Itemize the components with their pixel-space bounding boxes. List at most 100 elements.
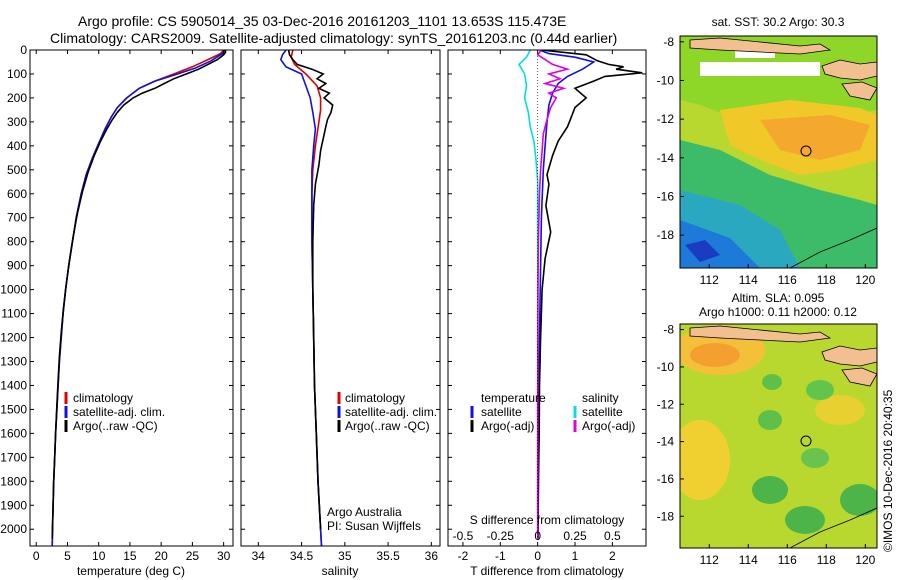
difference-series [517,50,643,546]
y-tick-label: 1000 [0,283,27,297]
map-lat-tick-label: -8 [663,323,674,337]
legend-argo-label: Argo(..raw -QC) [73,419,158,433]
y-tick-label: 0 [20,43,27,57]
sla-high-west [680,420,730,500]
map-lon-tick-label: 120 [855,273,875,287]
x-tick-label: 2 [609,549,616,563]
legend-climatology-label: climatology [73,391,133,405]
x-tick-label: 0 [534,549,541,563]
sst-island-sumbawa [821,59,877,81]
series-line-t-argo-adj- [537,50,643,539]
y-tick-label: 1400 [0,378,27,392]
x-tick-label: 0 [33,549,40,563]
y-tick-label: 800 [7,235,27,249]
legend-climatology-label: climatology [345,391,405,405]
x-tick-label: 1 [572,549,579,563]
sst-map: sat. SST: 30.2 Argo: 30.3 112 114 116 118 12… [657,15,878,287]
sst-island-java [689,37,832,55]
salinity-legend: climatology satellite-adj. clim. Argo(..… [337,391,437,433]
sla-low-cell [801,448,829,468]
sla-argo-location-marker [800,435,812,447]
temperature-series [51,50,227,546]
y-tick-label: 100 [7,67,27,81]
sla-map-axes: 112 114 116 118 120 -8 -10 -12 -14 -16 -18 [657,323,876,567]
sla-low-cell [840,484,877,516]
y-tick-label: 900 [7,259,27,273]
series-line-t-satellite [537,50,596,539]
sla-low-cell [762,374,782,390]
y-tick-label: 2000 [0,522,27,536]
difference-xlabel-bottom: T difference from climatology [470,564,624,578]
series-line-argo-raw-qc- [51,50,227,539]
sla-low-cell [806,380,834,400]
sla-australia-coast [789,507,877,548]
series-line-s-argo-adj- [536,50,571,539]
institution-label: Argo Australia [327,505,402,519]
x-top-tick-label: 0.25 [563,529,587,543]
legend-s-satellite-label: satellite [582,405,623,419]
x-tick-label: 25 [186,549,200,563]
map-lat-tick-label: -16 [657,472,675,486]
x-tick-label: 30 [217,549,231,563]
sst-argo-location-marker [800,145,812,157]
temperature-legend: climatology satellite-adj. clim. Argo(..… [64,391,165,433]
map-lon-tick-label: 118 [817,273,836,287]
sla-island-sumba [841,367,877,387]
sst-map-title: sat. SST: 30.2 Argo: 30.3 [712,15,845,29]
sla-island-sumbawa [821,345,877,367]
x-tick-label: 5 [64,549,71,563]
pi-label: PI: Susan Wijffels [327,519,421,533]
sst-hot-patch [760,115,870,160]
temperature-axes: 0 5 10 15 20 25 300100200300400500600700800900… [0,43,233,563]
map-lat-tick-label: -16 [657,189,675,203]
map-lat-tick-label: -8 [663,35,674,49]
y-tick-label: 1600 [0,426,27,440]
salinity-xlabel: salinity [322,564,359,578]
sst-map-frame [679,35,878,269]
sla-map-title-2: Argo h1000: 0.11 h2000: 0.12 [699,305,857,319]
map-lon-tick-label: 114 [739,553,758,567]
y-tick-label: 1900 [0,498,27,512]
sst-map-axes: 112 114 116 118 120 -8 -10 -12 -14 -16 -18 [657,35,876,287]
sst-cold-cells [685,240,720,262]
x-top-tick-label: -0.5 [453,529,474,543]
difference-frame [447,49,647,547]
y-tick-label: 200 [7,91,27,105]
y-tick-label: 500 [7,163,27,177]
legend-t-argo-label: Argo(-adj) [481,419,534,433]
y-tick-label: 300 [7,115,27,129]
sla-peak [690,343,740,367]
x-tick-label: 34 [252,549,266,563]
x-top-tick-label: -0.25 [487,529,515,543]
y-tick-label: 1700 [0,450,27,464]
salinity-frame [240,49,441,547]
x-tick-label: 35 [338,549,352,563]
salinity-series [279,50,334,546]
series-line-satellite-adj-clim- [51,50,226,546]
x-tick-label: 10 [92,549,106,563]
y-tick-label: 1300 [0,354,27,368]
x-tick-label: -1 [495,549,506,563]
map-lon-tick-label: 112 [700,553,719,567]
credit-timestamp: ©IMOS 10-Dec-2016 20:40:35 [881,389,895,552]
map-lat-tick-label: -10 [657,360,675,374]
map-lat-tick-label: -18 [657,509,675,523]
difference-legend: temperature satellite Argo(-adj) salinit… [470,391,635,433]
temperature-xlabel: temperature (deg C) [77,564,185,578]
map-lat-tick-label: -14 [657,151,675,165]
sla-island-java [689,325,832,343]
sla-map-field [680,324,877,548]
salinity-panel: 34 34.5 35 35.5 36 salinity climatology sate… [240,49,441,578]
y-tick-label: 400 [7,139,27,153]
chart-title-line-1: Argo profile: CS 5905014_35 03-Dec-2016 … [78,13,567,29]
x-tick-label: 36 [425,549,439,563]
sla-low-cell [758,410,782,430]
series-line-satellite-adj-clim- [279,50,323,546]
series-line-climatology [51,50,225,546]
x-tick-label: 15 [123,549,137,563]
y-tick-label: 1200 [0,331,27,345]
x-top-tick-label: 0.5 [604,529,621,543]
y-tick-label: 1100 [1,307,27,321]
y-tick-label: 1500 [0,402,27,416]
